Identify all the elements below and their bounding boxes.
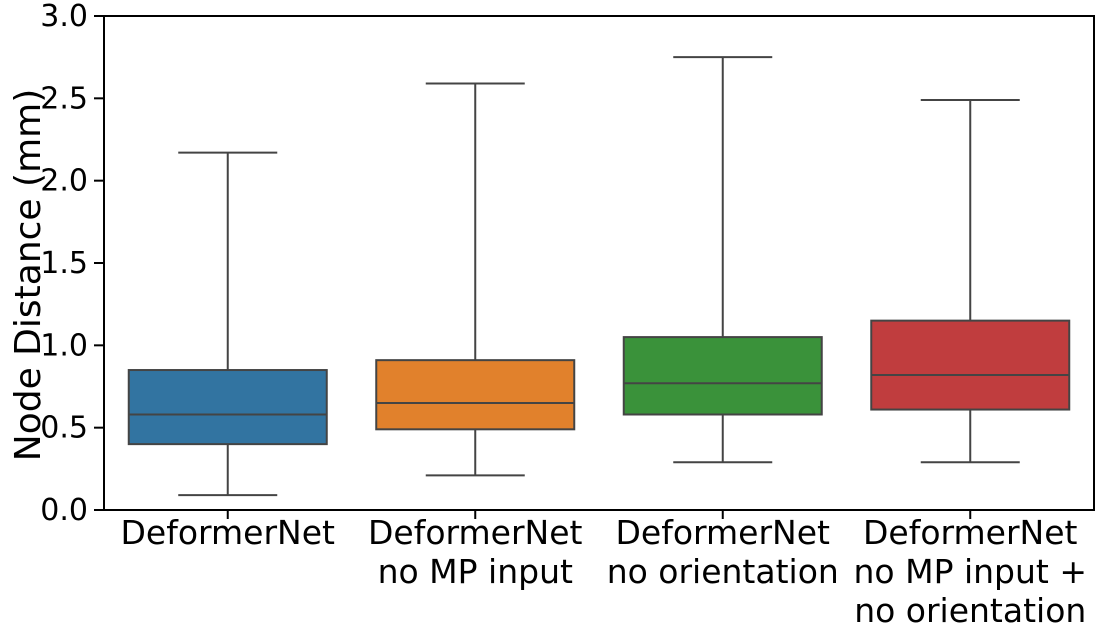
x-tick-label: DeformerNet no MP input + no orientation — [854, 513, 1087, 630]
x-tick-label: DeformerNet no orientation — [607, 513, 839, 591]
box-rect — [375, 359, 576, 431]
box-group-2 — [622, 56, 823, 464]
x-tick-label: DeformerNet no MP input — [368, 513, 583, 591]
y-tick-label: 1.5 — [40, 246, 88, 281]
box-group-3 — [870, 98, 1071, 464]
x-tick-label: DeformerNet — [121, 513, 336, 552]
y-axis-label: Node Distance (mm) — [8, 89, 49, 461]
y-tick-label: 0.5 — [40, 411, 88, 446]
box-group-0 — [127, 151, 328, 497]
y-tick-label: 2.0 — [40, 164, 88, 199]
box-group-1 — [375, 82, 576, 477]
y-tick-label: 2.5 — [40, 81, 88, 116]
y-tick-label: 1.0 — [40, 328, 88, 363]
box-rect — [127, 369, 328, 446]
y-tick-label: 3.0 — [40, 0, 88, 34]
box-rect — [622, 336, 823, 416]
box-rect — [870, 319, 1071, 411]
y-tick-label: 0.0 — [40, 493, 88, 528]
